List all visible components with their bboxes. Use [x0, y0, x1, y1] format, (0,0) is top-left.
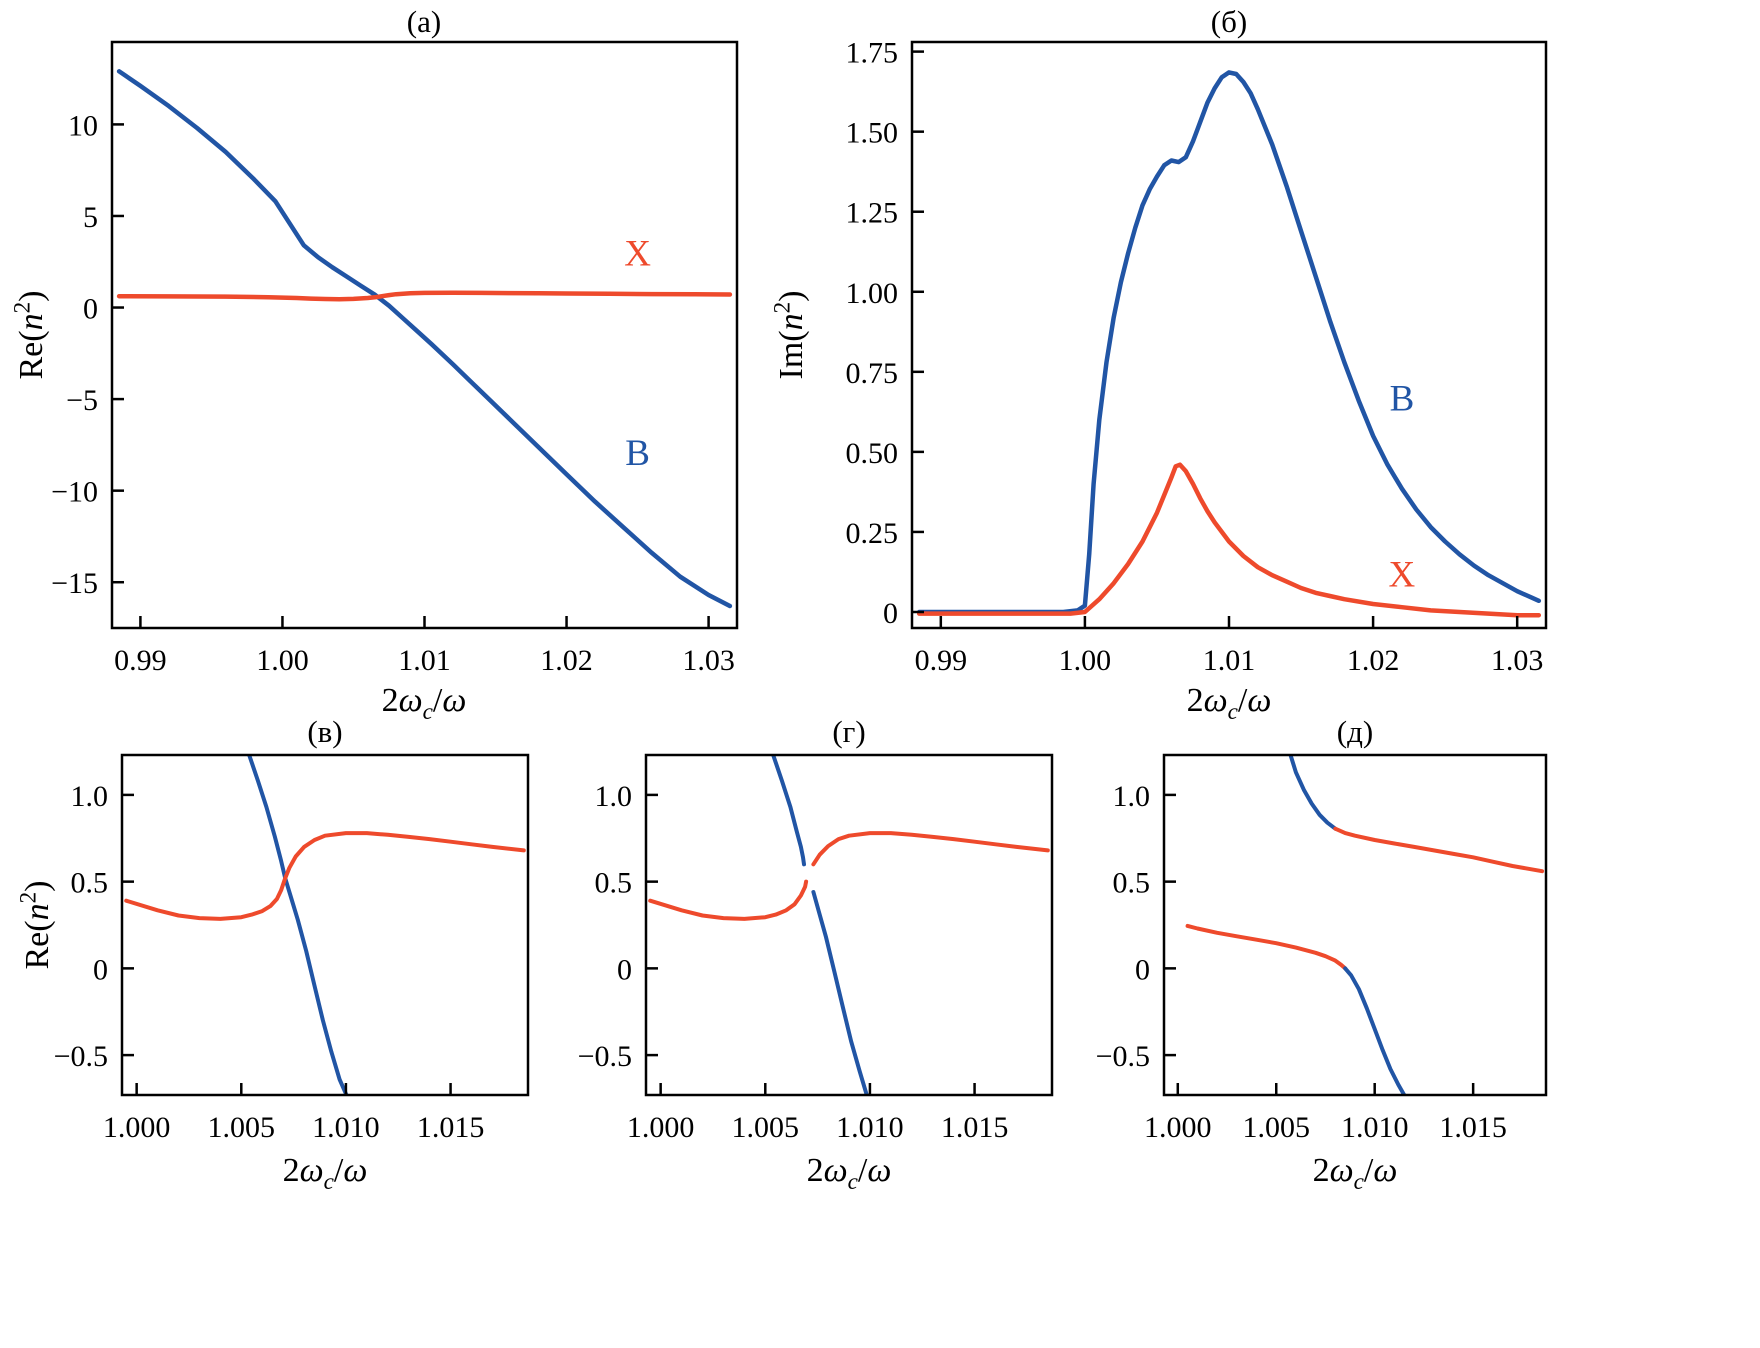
svg-text:1.010: 1.010 — [312, 1111, 380, 1144]
svg-text:−0.5: −0.5 — [578, 1040, 632, 1073]
svg-text:1.015: 1.015 — [1439, 1111, 1507, 1144]
svg-text:1.01: 1.01 — [398, 644, 451, 677]
svg-text:1.0: 1.0 — [71, 780, 109, 813]
chart-a-xlabel: 2ωc/ω — [381, 682, 467, 725]
svg-text:0.50: 0.50 — [846, 437, 899, 470]
panel-g-title: (г) — [832, 714, 866, 749]
svg-text:1.03: 1.03 — [1491, 644, 1544, 677]
chart-v-xlabel: 2ωc/ω — [282, 1152, 368, 1195]
svg-text:1.02: 1.02 — [540, 644, 593, 677]
svg-text:0: 0 — [617, 953, 632, 986]
svg-text:1.0: 1.0 — [1113, 780, 1151, 813]
svg-text:0.25: 0.25 — [846, 517, 899, 550]
svg-text:1.00: 1.00 — [1059, 644, 1112, 677]
svg-text:0.75: 0.75 — [846, 357, 899, 390]
svg-text:X: X — [624, 233, 651, 274]
chart-a-ylabel: Re(n2) — [9, 290, 50, 380]
svg-text:1.00: 1.00 — [256, 644, 309, 677]
panel-d-title: (д) — [1336, 714, 1374, 749]
svg-text:1.0: 1.0 — [595, 780, 633, 813]
svg-text:0: 0 — [1135, 953, 1150, 986]
svg-text:−5: −5 — [66, 384, 98, 417]
svg-text:1.25: 1.25 — [846, 197, 899, 230]
svg-text:1.015: 1.015 — [941, 1111, 1009, 1144]
svg-text:−10: −10 — [51, 476, 98, 509]
svg-text:1.50: 1.50 — [846, 117, 899, 150]
svg-text:1.000: 1.000 — [103, 1111, 171, 1144]
svg-text:−0.5: −0.5 — [1096, 1040, 1150, 1073]
svg-text:10: 10 — [68, 109, 98, 142]
svg-text:1.000: 1.000 — [1144, 1111, 1212, 1144]
svg-text:1.75: 1.75 — [846, 37, 899, 70]
svg-text:X: X — [1389, 554, 1416, 595]
chart-b-ylabel: Im(n2) — [769, 290, 810, 380]
svg-text:−0.5: −0.5 — [54, 1040, 108, 1073]
chart-b-xlabel: 2ωc/ω — [1186, 682, 1272, 725]
svg-text:1.03: 1.03 — [682, 644, 735, 677]
chart-v-ylabel: Re(n2) — [15, 880, 56, 970]
svg-text:1.00: 1.00 — [846, 277, 899, 310]
svg-text:0.5: 0.5 — [1113, 867, 1151, 900]
svg-text:1.02: 1.02 — [1347, 644, 1400, 677]
svg-text:0.99: 0.99 — [114, 644, 167, 677]
panel-v-title: (в) — [307, 714, 343, 749]
chart-d-xlabel: 2ωc/ω — [1312, 1152, 1398, 1195]
svg-text:B: B — [1390, 378, 1415, 419]
svg-text:0.5: 0.5 — [595, 867, 633, 900]
panel-a-title: (а) — [406, 4, 442, 39]
svg-text:1.01: 1.01 — [1203, 644, 1256, 677]
svg-text:5: 5 — [83, 201, 98, 234]
svg-text:−15: −15 — [51, 567, 98, 600]
svg-text:0.5: 0.5 — [71, 867, 109, 900]
svg-text:1.010: 1.010 — [836, 1111, 904, 1144]
svg-text:0: 0 — [93, 953, 108, 986]
svg-text:1.010: 1.010 — [1341, 1111, 1409, 1144]
svg-text:1.005: 1.005 — [732, 1111, 800, 1144]
svg-text:1.000: 1.000 — [627, 1111, 695, 1144]
svg-text:0: 0 — [83, 293, 98, 326]
svg-text:1.005: 1.005 — [208, 1111, 276, 1144]
svg-text:1.005: 1.005 — [1242, 1111, 1310, 1144]
svg-text:1.015: 1.015 — [417, 1111, 485, 1144]
chart-g-xlabel: 2ωc/ω — [806, 1152, 892, 1195]
svg-text:B: B — [625, 433, 650, 474]
svg-text:0.99: 0.99 — [915, 644, 968, 677]
panel-b-title: (б) — [1210, 4, 1248, 39]
svg-text:0: 0 — [883, 597, 898, 630]
